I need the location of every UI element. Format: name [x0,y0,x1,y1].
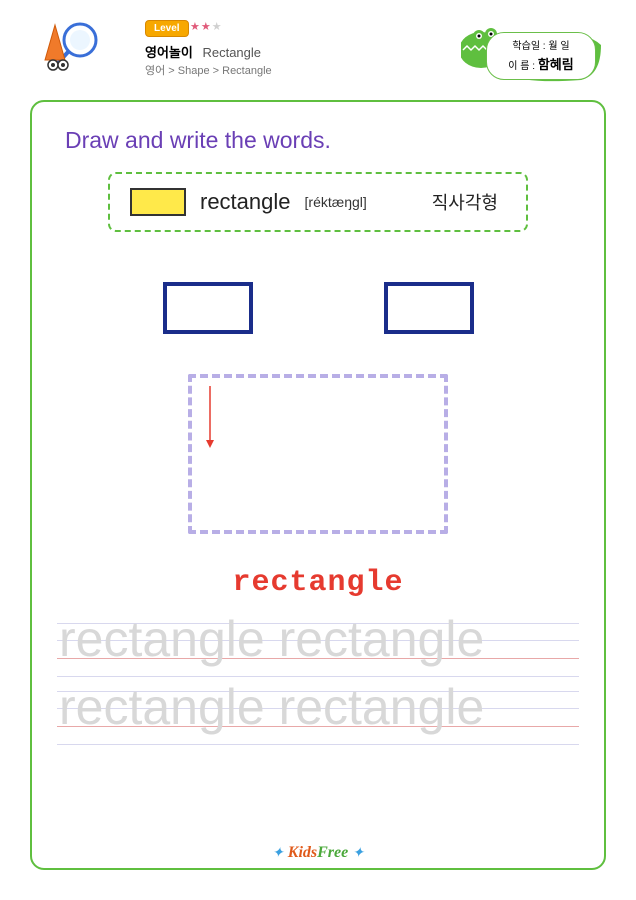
student-info-box: 학습일 : 월 일 이 름 : 함혜림 [486,32,596,80]
arrow-down-icon [203,382,217,457]
instruction-text: Draw and write the words. [65,127,579,154]
study-date-row: 학습일 : 월 일 [495,39,587,55]
logo-part-1: Kids [288,844,317,861]
brand-logo: ✦ KidsFree ✦ [272,844,364,862]
wing-icon: ✦ [352,845,364,862]
trace-word: rectangle rectangle [59,678,484,736]
study-date-value: 월 일 [548,41,569,52]
example-shapes-row [57,282,579,334]
vocab-word: rectangle [200,189,291,215]
student-name: 함혜림 [538,57,574,72]
gator-icon: 학습일 : 월 일 이 름 : 함혜림 [461,20,606,90]
trace-rectangle[interactable] [188,374,448,534]
rectangle-icon [130,188,186,216]
rule-line [57,676,579,677]
vocab-korean: 직사각형 [432,189,498,215]
vocab-ipa: [réktæŋgl] [305,194,367,210]
worksheet-panel: Draw and write the words. rectangle [rék… [30,100,606,870]
breadcrumb: 영어 > Shape > Rectangle [145,62,272,78]
name-label: 이 름 : [508,61,535,72]
study-date-label: 학습일 : [512,41,545,52]
level-badge: Level [145,20,189,37]
trace-shape-area[interactable] [57,374,579,534]
target-word: rectangle [57,566,579,600]
vocabulary-card: rectangle [réktæŋgl] 직사각형 [108,172,528,232]
worksheet-header: Level ★★★ 영어놀이 Rectangle 영어 > Shape > Re… [30,20,606,100]
level-stars: ★★★ [190,20,223,33]
title-english: Rectangle [202,45,261,60]
name-row: 이 름 : 함혜림 [495,55,587,76]
worksheet-title: 영어놀이 Rectangle [145,42,261,61]
handwriting-practice[interactable]: rectangle rectangle rectangle rectangle [57,618,579,746]
writing-line-row[interactable]: rectangle rectangle [57,686,579,746]
title-korean: 영어놀이 [145,45,193,60]
writing-line-row[interactable]: rectangle rectangle [57,618,579,678]
wing-icon: ✦ [272,845,284,862]
trace-word: rectangle rectangle [59,610,484,668]
rule-line [57,744,579,745]
example-rectangle [163,282,253,334]
mascot-icon [30,15,100,85]
logo-part-2: Free [317,844,348,861]
example-rectangle [384,282,474,334]
